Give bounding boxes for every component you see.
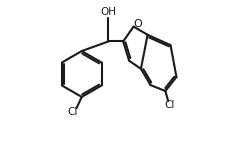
Text: O: O	[133, 19, 142, 29]
Text: OH: OH	[100, 7, 116, 17]
Text: Cl: Cl	[67, 107, 78, 118]
Text: Cl: Cl	[164, 100, 175, 110]
